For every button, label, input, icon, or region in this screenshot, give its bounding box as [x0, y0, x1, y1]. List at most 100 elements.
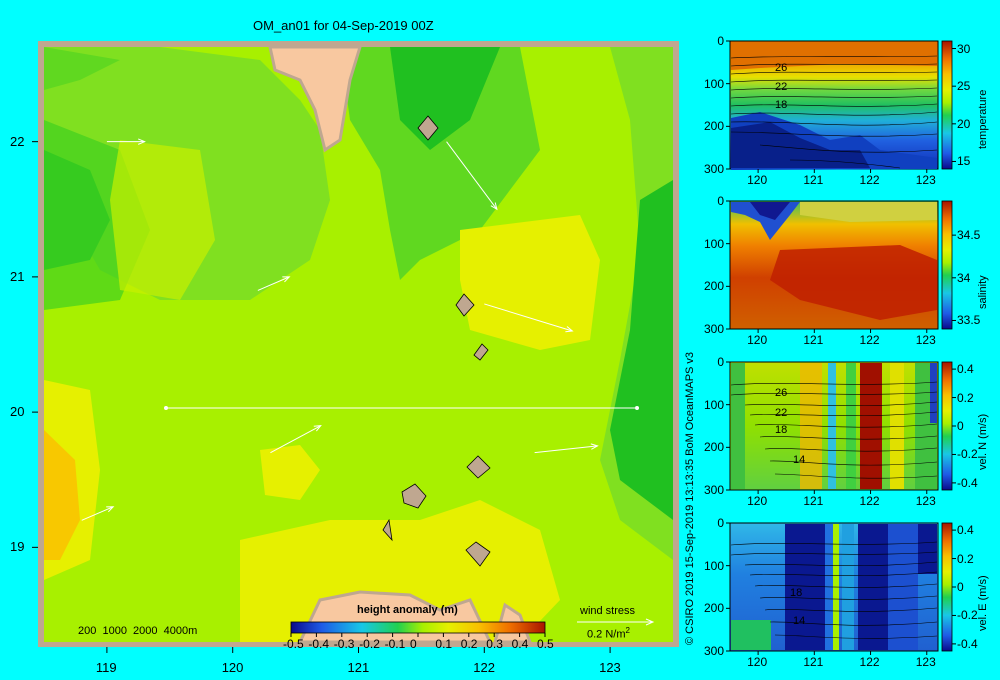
- lat-tick-label: 21: [10, 268, 25, 284]
- depth-tick-label: 100: [703, 397, 724, 412]
- salinity-field: [770, 245, 937, 320]
- lon-tick-label: 119: [95, 660, 117, 675]
- section-lon-tick-label: 122: [859, 333, 880, 347]
- salinity-field: [731, 202, 800, 240]
- contour-label: 18: [775, 99, 788, 111]
- lon-tick-label: 120: [221, 660, 244, 675]
- vel-e-section: [729, 522, 953, 652]
- wind-scale-value: 0.2 N/m: [587, 628, 626, 641]
- section-lon-tick-label: 122: [859, 173, 880, 187]
- contour-label: 18: [790, 587, 803, 599]
- contour: [730, 131, 938, 137]
- colorbar-tick-label: 0.5: [537, 637, 554, 651]
- contour: [749, 411, 938, 416]
- colorbar-tick-label: 0: [410, 637, 417, 651]
- temperature-contours: [730, 55, 938, 169]
- contour: [730, 391, 938, 396]
- contour: [774, 473, 938, 479]
- colorbar-tick-label: -0.4: [957, 475, 978, 490]
- colorbar-tick-label: 34.5: [957, 228, 981, 243]
- height-anomaly-colorbar: [290, 621, 546, 634]
- contour: [730, 71, 938, 75]
- island: [455, 293, 475, 317]
- contour-label: 14: [793, 615, 806, 627]
- depth-legend: 200 1000 2000 4000m: [78, 625, 198, 637]
- depth-tick-label: 0: [717, 194, 724, 208]
- depth-tick-label: 100: [703, 236, 724, 251]
- wind-vector-head: [282, 276, 291, 283]
- vel-n-colorbar: [941, 361, 953, 491]
- wind-stress-scale: 0.2 N/m2: [587, 626, 630, 641]
- wind-vectors: [81, 138, 599, 521]
- salinity-colorbar: [941, 200, 953, 330]
- colorbar-tick-label: 0.2: [957, 551, 974, 566]
- colorbar-tick-label: 0.1: [435, 637, 453, 651]
- island: [473, 343, 489, 361]
- contour: [754, 583, 938, 588]
- lon-tick-label: 121: [347, 660, 370, 675]
- island: [466, 455, 491, 479]
- section-lon-tick-label: 121: [803, 333, 824, 347]
- temperature-colorbar: [941, 40, 953, 170]
- section-lon-tick-label: 120: [747, 494, 768, 508]
- band: [828, 363, 836, 489]
- colorbar-tick-label: -0.5: [283, 637, 304, 651]
- colorbar-tick-label: 0.4: [957, 362, 974, 377]
- contour: [759, 595, 938, 600]
- lat-tick-label: 20: [10, 404, 25, 420]
- field-patch: [260, 445, 320, 500]
- section-lon-tick-label: 123: [915, 333, 936, 347]
- height-anomaly-map: [32, 41, 679, 653]
- wind-vector-head: [565, 326, 574, 333]
- contour-label: 22: [775, 407, 788, 419]
- colorbar-tick-label: 25: [957, 79, 971, 94]
- contour-label: 18: [775, 424, 788, 436]
- field-patch: [110, 140, 215, 300]
- colorbar-tick-label: 0.3: [486, 637, 503, 651]
- depth-tick-label: 0: [717, 355, 724, 369]
- contour: [759, 435, 938, 440]
- temperature-field: [731, 122, 870, 168]
- section-lon-tick-label: 122: [859, 655, 880, 669]
- band: [930, 363, 937, 423]
- wind-vector-head: [137, 138, 146, 145]
- depth-tick-label: 200: [703, 601, 724, 616]
- salinity-field: [750, 202, 790, 220]
- taiwan-landmass: [268, 45, 363, 153]
- field-patch: [44, 47, 120, 90]
- temperature-field: [731, 42, 937, 70]
- depth-tick-label: 200: [703, 279, 724, 294]
- section-lon-tick-label: 120: [747, 655, 768, 669]
- colorbar-tick-label: 0.2: [957, 390, 974, 405]
- field-patch: [390, 47, 500, 150]
- contour: [730, 63, 938, 67]
- vel-e-contours: [730, 541, 938, 639]
- wind-vector-head: [490, 202, 498, 211]
- contour: [730, 103, 938, 107]
- colorbar-tick-label: 0: [957, 580, 964, 594]
- wind-scale-exponent: 2: [625, 626, 630, 635]
- salinity-field: [800, 202, 937, 222]
- wind-vector: [534, 445, 598, 454]
- lat-tick-label: 22: [10, 133, 25, 149]
- contour: [749, 571, 938, 576]
- contour: [730, 87, 938, 91]
- colorbar-tick-label: 34: [957, 270, 971, 285]
- vel-e-colorbar: [941, 522, 953, 652]
- contour: [730, 551, 938, 556]
- contour: [730, 121, 938, 126]
- section-lon-tick-label: 121: [803, 494, 824, 508]
- contour-label: 26: [775, 62, 788, 74]
- wind-vector: [81, 506, 114, 521]
- colorbar-tick-label: 20: [957, 116, 971, 131]
- contour: [730, 79, 938, 83]
- wind-vector-head: [313, 425, 322, 432]
- wind-vector-head: [590, 443, 599, 450]
- islands: [382, 115, 491, 567]
- colorbar-tick-label: 33.5: [957, 313, 981, 328]
- contour-label: 14: [793, 454, 806, 466]
- height-anomaly-colorbar-ticks: [290, 633, 546, 637]
- contour: [730, 541, 938, 546]
- wind-stress-title: wind stress: [580, 605, 636, 617]
